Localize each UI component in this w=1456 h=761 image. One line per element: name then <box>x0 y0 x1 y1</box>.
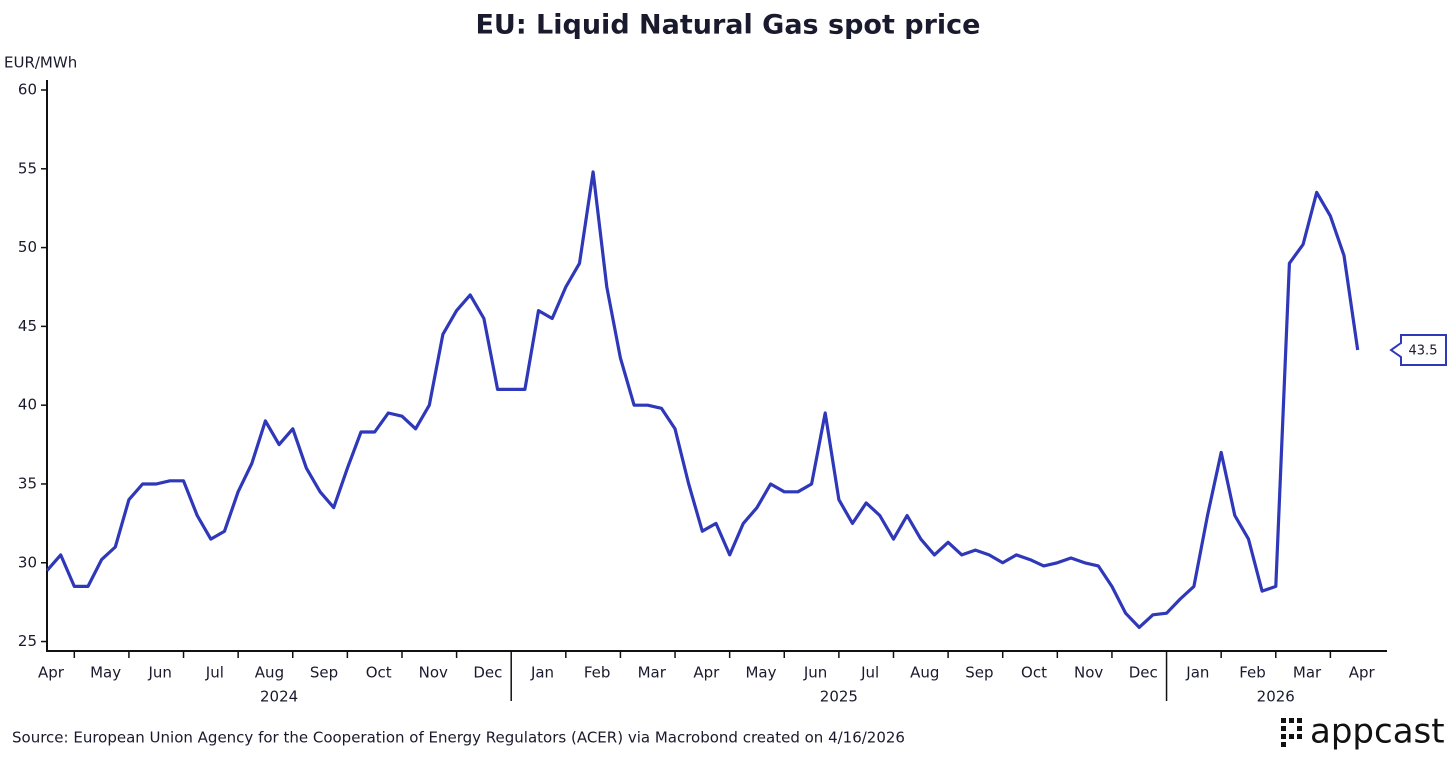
x-tick-label: Sep <box>965 664 993 682</box>
x-tick-label: Aug <box>910 664 939 682</box>
x-tick-label: Feb <box>584 664 611 682</box>
x-tick-label: Oct <box>1021 664 1047 682</box>
price-line <box>45 170 1360 629</box>
y-tick-label: 50 <box>18 238 37 256</box>
x-tick-label: May <box>745 664 776 682</box>
y-tick-label: 30 <box>18 553 37 571</box>
logo-text: appcast <box>1310 712 1445 752</box>
year-label: 2026 <box>1257 688 1295 706</box>
x-tick-label: Jan <box>530 664 554 682</box>
year-label: 2025 <box>820 688 858 706</box>
last-value-label: 43.5 <box>1409 344 1438 359</box>
y-tick-label: 40 <box>18 396 37 414</box>
y-tick-label: 35 <box>18 474 37 492</box>
source-note: Source: European Union Agency for the Co… <box>12 729 905 747</box>
x-tick-label: Apr <box>693 664 720 682</box>
x-tick-label: Mar <box>638 664 667 682</box>
last-value-callout <box>1389 334 1447 367</box>
y-tick-label: 55 <box>18 159 37 177</box>
x-tick-label: Dec <box>473 664 502 682</box>
year-label: 2024 <box>260 688 298 706</box>
x-tick-label: Apr <box>38 664 65 682</box>
x-tick-label: Jul <box>860 664 879 682</box>
x-tick-label: Mar <box>1293 664 1322 682</box>
y-tick-label: 60 <box>18 81 37 99</box>
x-tick-label: Oct <box>366 664 392 682</box>
y-tick-label: 45 <box>18 317 37 335</box>
x-tick-label: Apr <box>1349 664 1376 682</box>
x-tick-label: Jan <box>1185 664 1209 682</box>
y-tick-label: 25 <box>18 632 37 650</box>
chart-title: EU: Liquid Natural Gas spot price <box>475 10 980 41</box>
x-tick-label: Aug <box>255 664 284 682</box>
x-tick-label: Dec <box>1129 664 1158 682</box>
x-tick-label: May <box>90 664 121 682</box>
x-tick-label: Jul <box>205 664 224 682</box>
y-axis-label: EUR/MWh <box>4 54 77 72</box>
x-tick-label: Nov <box>419 664 448 682</box>
x-tick-label: Jun <box>803 664 827 682</box>
x-tick-label: Nov <box>1074 664 1103 682</box>
x-tick-label: Jun <box>148 664 172 682</box>
x-tick-label: Feb <box>1239 664 1266 682</box>
x-tick-label: Sep <box>310 664 338 682</box>
logo-icon <box>1281 718 1302 747</box>
